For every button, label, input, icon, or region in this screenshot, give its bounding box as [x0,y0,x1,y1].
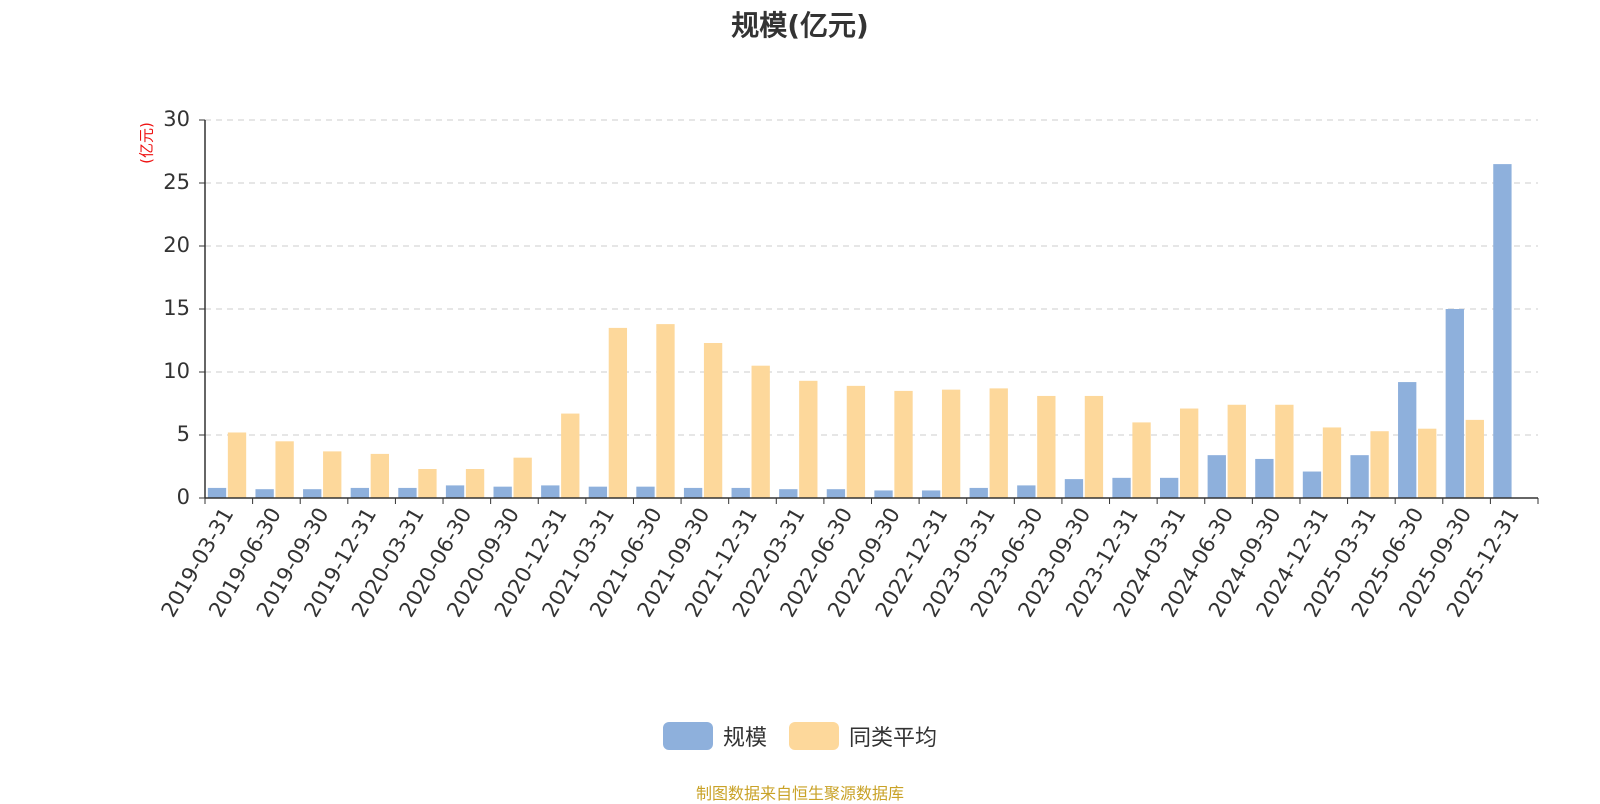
gridlines [205,119,1538,436]
bar-scale [969,487,988,498]
bar-scale [493,486,512,498]
bar-peer-average [608,327,628,498]
bar-peer-average [1418,428,1437,498]
bar-scale [541,485,560,498]
source-note: 制图数据来自恒生聚源数据库 [695,784,904,803]
bar-scale [1255,458,1274,498]
bar-scale [779,489,798,498]
bar-peer-average [1322,427,1342,498]
bar-scale [1017,485,1036,498]
legend-item-scale[interactable]: 规模 [662,720,767,752]
bar-peer-average [1370,431,1389,498]
bar-scale [1493,164,1512,498]
legend-label: 规模 [722,726,767,751]
bar-peer-average [227,432,247,498]
bar-peer-average [513,457,532,498]
bar-peer-average [703,343,723,498]
y-tick-label: 15 [163,296,190,320]
bar-scale [1445,309,1464,498]
legend-item-peer-average[interactable]: 同类平均 [789,720,937,752]
bar-peer-average [561,413,580,498]
legend-label: 同类平均 [849,726,938,751]
bar-scale [1398,382,1417,498]
bar-scale [731,487,750,498]
bar-scale [1207,455,1226,498]
bar-scale [207,487,227,498]
bar-peer-average [894,390,913,498]
bar-scale [1350,455,1369,498]
chart-title: 规模(亿元) [731,9,869,42]
y-tick-label: 25 [163,170,190,194]
bar-scale [350,487,370,498]
bar-peer-average [1275,404,1294,498]
y-tick-label: 30 [163,107,190,131]
bar-peer-average [751,365,770,498]
bar-peer-average [656,324,675,498]
bar-scale [255,489,274,498]
axes: 0510152025302019-03-312019-06-302019-09-… [157,107,1539,621]
bar-peer-average [370,453,390,498]
y-tick-label: 10 [163,359,190,383]
bar-scale [1159,477,1179,498]
bar-scale [921,490,941,498]
bar-peer-average [846,385,866,498]
bar-scale [874,490,893,498]
legend-swatch [789,722,839,750]
bar-peer-average [799,380,818,498]
bar-scale [826,489,846,498]
bar-peer-average [1084,395,1104,498]
bars [207,164,1512,498]
bar-peer-average [941,389,961,498]
y-axis-label: (亿元) [138,122,156,164]
bar-scale [683,487,703,498]
bar-peer-average [1179,408,1199,498]
legend: 规模 同类平均 [0,720,1600,752]
bar-scale [636,486,655,498]
bar-peer-average [1037,395,1056,498]
y-tick-label: 5 [177,422,190,446]
bar-peer-average [465,469,485,498]
bar-peer-average [989,388,1008,498]
bar-scale [445,485,465,498]
bar-peer-average [275,441,294,498]
y-tick-label: 20 [163,233,190,257]
bar-peer-average [323,451,342,498]
bar-scale [1112,477,1131,498]
y-tick-label: 0 [177,485,190,509]
bar-scale [588,486,608,498]
bar-scale [303,489,322,498]
bar-scale [1302,471,1322,498]
bar-peer-average [418,469,437,498]
bar-scale [398,487,417,498]
bar-peer-average [1465,419,1484,498]
bar-peer-average [1227,404,1246,498]
bar-scale [1064,479,1084,498]
legend-swatch [662,722,713,750]
bar-peer-average [1132,422,1151,498]
